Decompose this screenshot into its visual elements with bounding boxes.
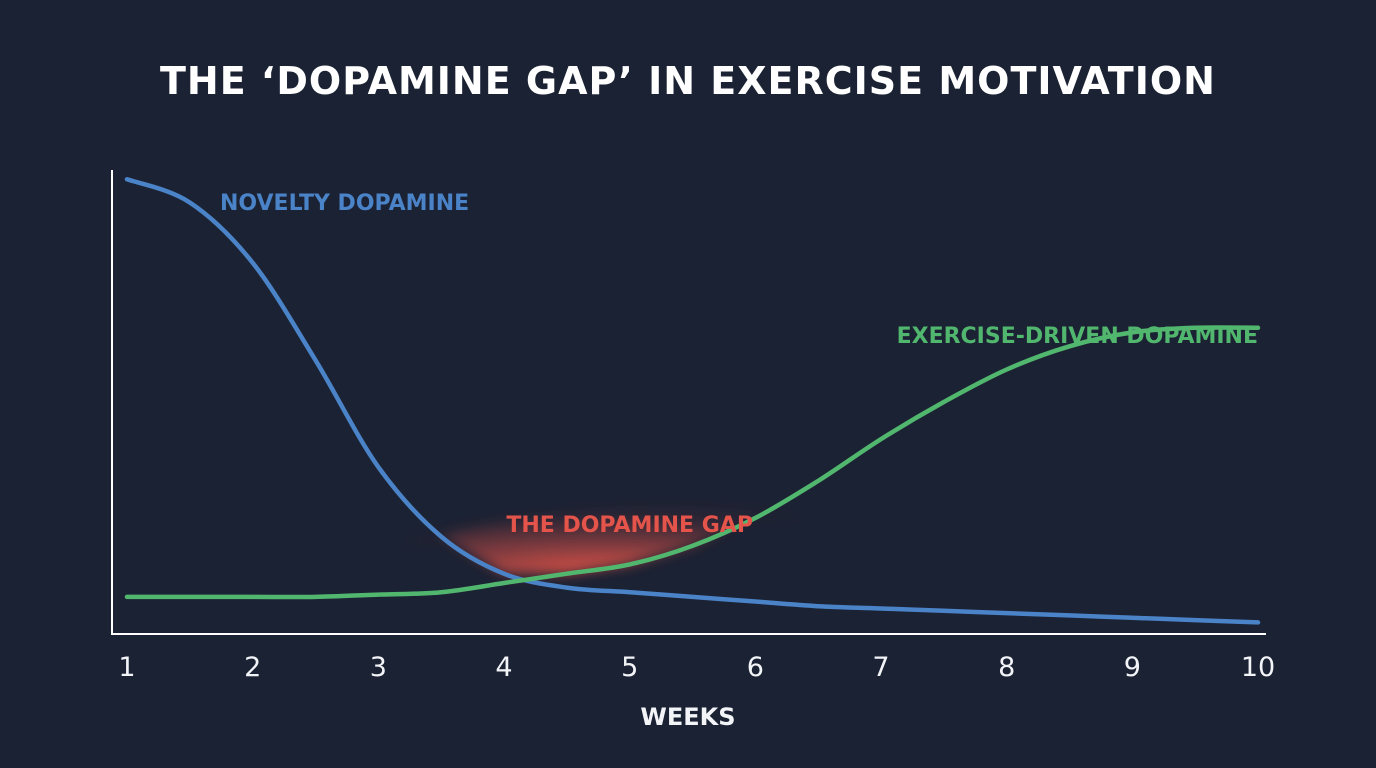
x-tick-label: 9 xyxy=(1124,652,1141,683)
x-tick-label: 1 xyxy=(118,652,135,683)
axes-layer xyxy=(111,170,1266,635)
x-axis-title: WEEKS xyxy=(640,703,735,731)
series-line-exercise xyxy=(124,325,1261,600)
chart-title: THE ‘DOPAMINE GAP’ IN EXERCISE MOTIVATIO… xyxy=(160,59,1216,103)
series-labels: THE DOPAMINE GAP NOVELTY DOPAMINE EXERCISE… xyxy=(220,191,1258,538)
series-label-exercise: EXERCISE-DRIVEN DOPAMINE xyxy=(897,324,1258,349)
x-tick-labels: 1 2 3 4 5 6 7 8 9 10 xyxy=(118,652,1275,683)
x-tick-label: 5 xyxy=(621,652,638,683)
x-tick-label: 7 xyxy=(872,652,889,683)
x-tick-label: 2 xyxy=(244,652,261,683)
x-tick-label: 4 xyxy=(495,652,512,683)
gap-area xyxy=(403,505,806,574)
gap-label: THE DOPAMINE GAP xyxy=(506,513,753,538)
x-tick-label: 3 xyxy=(370,652,387,683)
series-label-novelty: NOVELTY DOPAMINE xyxy=(220,191,469,216)
x-tick-label: 10 xyxy=(1241,652,1275,683)
x-tick-label: 8 xyxy=(998,652,1015,683)
series-line-novelty xyxy=(124,177,1261,625)
series-layer xyxy=(124,177,1261,625)
x-tick-label: 6 xyxy=(747,652,764,683)
gap-area-layer xyxy=(403,505,806,574)
